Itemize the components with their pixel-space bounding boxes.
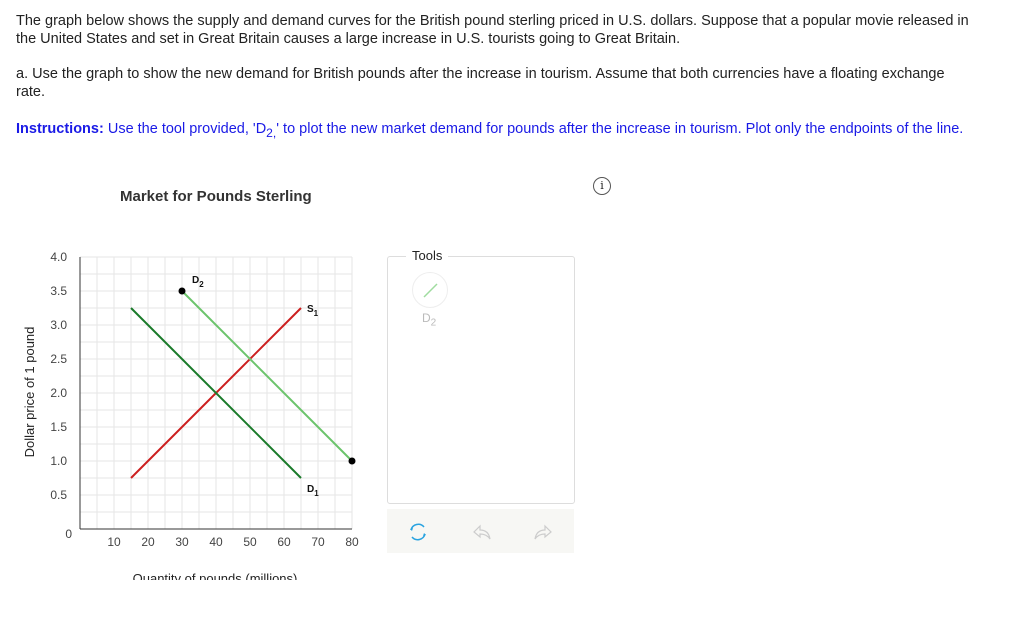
x-tick-label: 10 — [107, 535, 121, 549]
instructions: Instructions: Use the tool provided, 'D2… — [16, 118, 976, 144]
y-tick-label: 3.5 — [50, 284, 67, 298]
d2-tool-label: D2 — [422, 311, 437, 329]
axes: 10 20 30 40 50 60 70 80 0 0.5 1.0 1.5 2.0 2.5 3.0 3.5 4.… — [50, 250, 359, 549]
series-line-d1 — [130, 307, 302, 479]
grid — [80, 256, 353, 529]
x-tick-label: 30 — [175, 535, 189, 549]
question-part-a: a. Use the graph to show the new demand … — [16, 66, 945, 100]
series-line-d2 — [181, 290, 353, 462]
x-tick-label: 60 — [277, 535, 291, 549]
x-tick-label: 20 — [141, 535, 155, 549]
series-label: D2 — [192, 275, 204, 289]
y-tick-label: 0 — [65, 527, 72, 541]
endpoint-marker — [348, 457, 356, 465]
endpoint-marker — [178, 287, 186, 295]
y-tick-label: 2.5 — [50, 352, 67, 366]
instructions-rest: ' to plot the new market demand for poun… — [276, 121, 964, 137]
tools-label: Tools — [406, 248, 449, 263]
x-tick-label: 40 — [209, 535, 223, 549]
y-tick-label: 4.0 — [50, 250, 67, 264]
x-tick-label: 70 — [311, 535, 325, 549]
info-icon[interactable]: i — [593, 177, 611, 195]
y-tick-label: 0.5 — [50, 488, 67, 502]
x-tick-label: 80 — [345, 535, 359, 549]
series-label: D1 — [307, 484, 319, 498]
tools-panel — [387, 256, 575, 504]
y-tick-label: 3.0 — [50, 318, 67, 332]
x-axis-label: Quantity of pounds (millions) — [133, 571, 298, 580]
chart-title: Market for Pounds Sterling — [120, 188, 312, 205]
action-toolbar — [387, 509, 574, 553]
y-axis-label: Dollar price of 1 pound — [22, 327, 37, 458]
chart[interactable]: 10 20 30 40 50 60 70 80 0 0.5 1.0 1.5 2.0 2.5 3.0 3.5 4.… — [0, 240, 380, 580]
y-tick-label: 1.0 — [50, 454, 67, 468]
x-tick-label: 50 — [243, 535, 257, 549]
y-tick-label: 1.5 — [50, 420, 67, 434]
redo-icon[interactable] — [532, 521, 554, 543]
line-tool-icon — [423, 283, 438, 298]
series-label: S1 — [307, 304, 319, 318]
undo-icon[interactable] — [471, 521, 493, 543]
reset-icon[interactable] — [407, 521, 429, 543]
question-intro: The graph below shows the supply and dem… — [16, 13, 969, 47]
instructions-sub: 2, — [266, 125, 277, 140]
instructions-text: Use the tool provided, 'D — [103, 121, 267, 137]
instructions-label: Instructions: — [16, 121, 104, 137]
d2-line-tool[interactable] — [412, 272, 448, 308]
y-tick-label: 2.0 — [50, 386, 67, 400]
series: S1 D1 D2 — [130, 275, 356, 498]
